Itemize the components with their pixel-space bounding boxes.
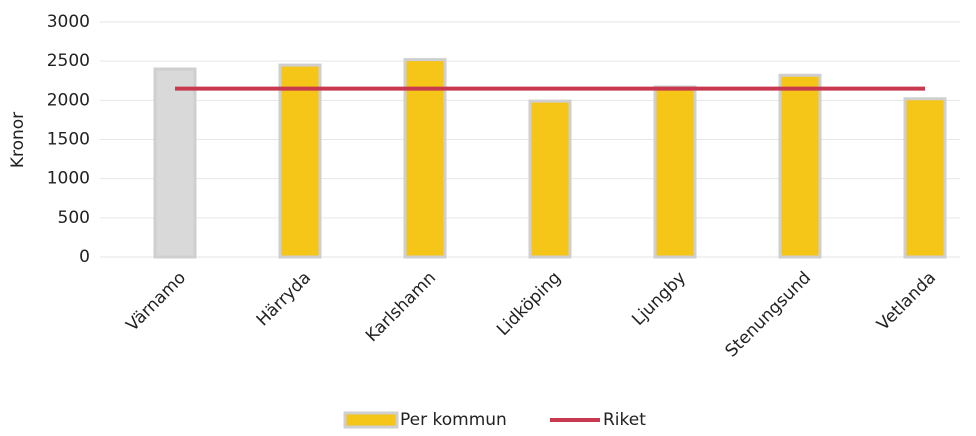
y-axis-label: Kronor <box>8 112 28 168</box>
x-tick-label: Vetlanda <box>873 268 940 335</box>
legend-label: Riket <box>603 410 646 430</box>
y-tick-label: 500 <box>58 208 90 228</box>
y-tick-label: 3000 <box>47 12 90 32</box>
x-tick-label: Stenungsund <box>722 268 816 362</box>
bar <box>278 63 322 259</box>
x-tick-label: Värnamo <box>122 268 190 336</box>
bar <box>903 97 947 259</box>
y-tick-label: 1500 <box>47 130 90 150</box>
bar <box>653 85 697 259</box>
bar <box>403 58 447 259</box>
legend-label: Per kommun <box>400 410 507 430</box>
legend-swatch <box>343 411 399 429</box>
y-tick-label: 2500 <box>47 51 90 71</box>
bar <box>528 99 572 259</box>
x-tick-label: Ljungby <box>628 268 690 330</box>
y-tick-label: 1000 <box>47 169 90 189</box>
x-tick-label: Härryda <box>253 268 315 330</box>
y-tick-label: 0 <box>79 247 90 267</box>
bar <box>153 67 197 259</box>
x-tick-label: Lidköping <box>493 268 565 340</box>
bar <box>778 73 822 259</box>
y-tick-label: 2000 <box>47 90 90 110</box>
x-tick-label: Karlshamn <box>362 268 440 346</box>
